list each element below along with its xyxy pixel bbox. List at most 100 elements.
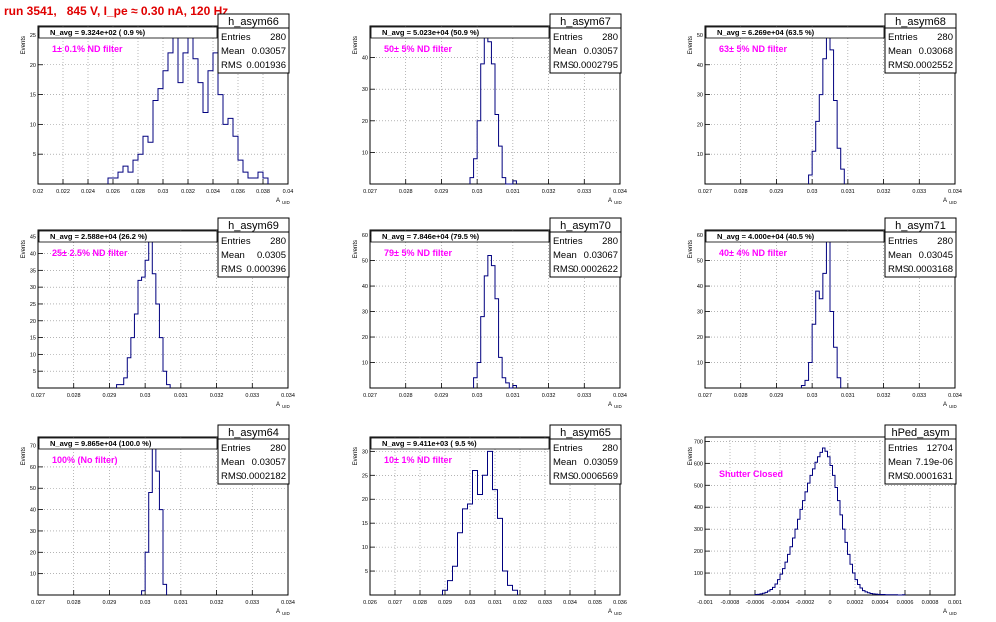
x-tick-label: -0.0006 <box>746 600 765 606</box>
y-tick-label: 20 <box>362 119 368 125</box>
y-tick-label: 500 <box>694 483 703 489</box>
y-tick-label: 20 <box>30 550 36 556</box>
navg-text: N_avg = 9.324e+02 ( 0.9 %) <box>50 28 146 37</box>
x-tick-label: 0.034 <box>281 393 295 399</box>
x-tick-label: 0.033 <box>538 600 552 606</box>
x-tick-label: 0.027 <box>363 393 377 399</box>
navg-box <box>705 26 885 39</box>
y-tick-label: 100 <box>694 571 703 577</box>
y-tick-label: 40 <box>697 284 703 290</box>
stats-label: RMS <box>888 60 909 71</box>
y-tick-label: 30 <box>30 529 36 535</box>
histogram-series <box>107 34 269 184</box>
stats-label: RMS <box>553 264 574 275</box>
x-tick-label: 0.027 <box>388 600 402 606</box>
histogram-panel-h_asym68: 0.027 0.028 0.029 0.03 0.031 0.032 0.033 0.034 1… <box>688 13 962 205</box>
stats-label: RMS <box>553 471 574 482</box>
x-tick-label: 0.031 <box>841 189 855 195</box>
y-tick-label: 600 <box>694 461 703 467</box>
navg-text: N_avg = 7.846e+04 (79.5 %) <box>382 232 480 241</box>
x-tick-label: -0.0008 <box>721 600 740 606</box>
stats-value: 0.03057 <box>584 46 618 57</box>
y-tick-label: 20 <box>362 497 368 503</box>
x-tick-label: 0.03 <box>807 189 818 195</box>
navg-box <box>370 437 550 450</box>
x-tick-label: 0.032 <box>513 600 527 606</box>
histogram-series <box>116 236 171 388</box>
x-tick-label: 0.03 <box>140 600 151 606</box>
plot-frame <box>704 229 956 389</box>
y-tick-label: 40 <box>362 284 368 290</box>
navg-box <box>705 230 885 243</box>
stats-label: Mean <box>221 46 245 57</box>
histogram-title: h_asym68 <box>895 16 946 28</box>
y-tick-label: 20 <box>697 335 703 341</box>
y-tick-label: 50 <box>30 486 36 492</box>
x-tick-label: 0.026 <box>106 189 120 195</box>
stats-value: 0.03045 <box>919 250 953 261</box>
y-tick-label: 10 <box>362 361 368 367</box>
stats-label: Entries <box>221 32 251 43</box>
stats-box <box>549 217 622 278</box>
y-tick-label: 25 <box>30 33 36 39</box>
y-tick-label: 70 <box>30 444 36 450</box>
navg-box <box>38 26 218 39</box>
histogram-series <box>754 447 906 596</box>
stats-value: 0.0002795 <box>573 60 618 71</box>
histogram-title: h_asym66 <box>228 16 279 28</box>
x-tick-label: 0.034 <box>948 393 962 399</box>
histogram-title: hPed_asym <box>891 427 949 439</box>
stats-value: 280 <box>937 236 953 247</box>
filter-annotation: 50± 5% ND filter <box>384 44 452 54</box>
y-tick-label: 10 <box>30 352 36 358</box>
y-tick-label: 50 <box>697 33 703 39</box>
histogram-series <box>808 31 845 184</box>
stats-value: 0.03059 <box>584 457 618 468</box>
navg-box <box>370 230 550 243</box>
y-tick-label: 45 <box>30 235 36 241</box>
y-tick-label: 25 <box>30 302 36 308</box>
stats-label: Entries <box>221 443 251 454</box>
y-tick-label: 30 <box>697 93 703 99</box>
y-tick-label: 35 <box>30 268 36 274</box>
stats-value: 0.0003168 <box>908 264 953 275</box>
x-tick-label: 0.033 <box>245 393 259 399</box>
histogram-panel-h_asym71: 0.027 0.028 0.029 0.03 0.031 0.032 0.033 0.034 1… <box>688 217 962 409</box>
navg-box <box>38 230 218 243</box>
filter-annotation: 100% (No filter) <box>52 455 118 465</box>
x-axis-label: A UID <box>943 609 958 616</box>
x-tick-label: 0.03 <box>807 393 818 399</box>
x-tick-label: 0.034 <box>563 600 577 606</box>
x-tick-label: 0.031 <box>506 189 520 195</box>
histogram-panel-h_asym65: 0.026 0.027 0.028 0.029 0.03 0.031 0.032 0.033 0… <box>353 424 627 616</box>
stats-value: 280 <box>602 443 618 454</box>
navg-text: N_avg = 6.269e+04 (63.5 %) <box>717 28 815 37</box>
stats-value: 0.0002552 <box>908 60 953 71</box>
filter-annotation: 25± 2.5% ND filter <box>52 248 128 258</box>
x-tick-label: 0.024 <box>81 189 95 195</box>
x-tick-label: 0.033 <box>912 393 926 399</box>
histogram-title: h_asym70 <box>560 220 611 232</box>
x-tick-label: 0.036 <box>613 600 627 606</box>
x-tick-label: 0.029 <box>438 600 452 606</box>
x-tick-label: 0.001 <box>948 600 962 606</box>
x-tick-label: 0.032 <box>877 189 891 195</box>
stats-value: 0.03067 <box>584 250 618 261</box>
stats-box <box>217 424 290 485</box>
x-tick-label: 0.026 <box>363 600 377 606</box>
x-tick-label: 0.028 <box>399 393 413 399</box>
histogram-panel-h_asym64: 0.027 0.028 0.029 0.03 0.031 0.032 0.033 0.034 1… <box>21 424 295 616</box>
stats-label: RMS <box>221 264 242 275</box>
filter-annotation: 10± 1% ND filter <box>384 455 452 465</box>
plot-frame <box>369 229 621 389</box>
navg-text: N_avg = 4.000e+04 (40.5 %) <box>717 232 815 241</box>
stats-value: 0.0002182 <box>241 471 286 482</box>
x-tick-label: 0.0008 <box>922 600 939 606</box>
y-tick-label: 30 <box>362 87 368 93</box>
stats-label: Mean <box>221 457 245 468</box>
stats-label: Mean <box>888 250 912 261</box>
navg-box <box>370 26 550 39</box>
x-tick-label: 0.028 <box>131 189 145 195</box>
x-tick-label: 0.029 <box>103 393 117 399</box>
